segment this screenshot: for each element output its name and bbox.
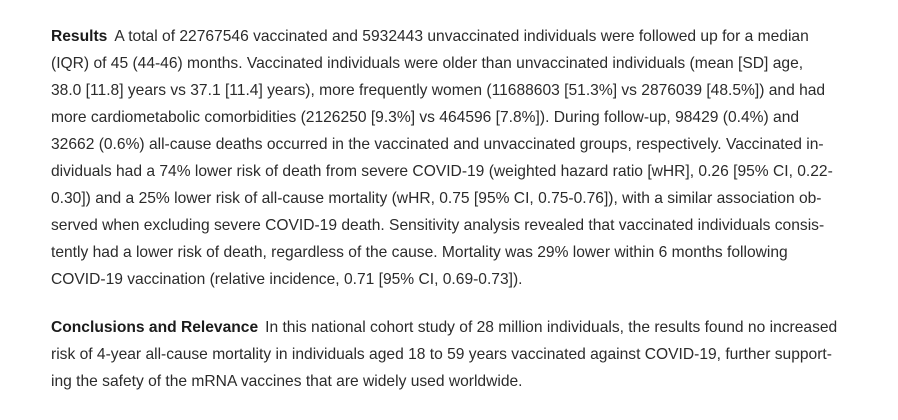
- results-line-9: tently had a lower risk of death, regard…: [51, 244, 788, 261]
- results-paragraph: Results A total of 22767546 vaccinated an…: [51, 23, 871, 293]
- results-line-3: 38.0 [11.8] years vs 37.1 [11.4] years),…: [51, 82, 826, 99]
- results-line-5: 32662 (0.6%) all-cause deaths occurred i…: [51, 136, 824, 153]
- conclusions-heading: Conclusions and Relevance: [51, 319, 259, 336]
- results-line-4: more cardiometabolic comorbidities (2126…: [51, 109, 800, 126]
- results-line-1: A total of 22767546 vaccinated and 59324…: [114, 28, 809, 45]
- results-heading: Results: [51, 28, 108, 45]
- results-line-8: served when excluding severe COVID-19 de…: [51, 217, 825, 234]
- conclusions-paragraph: Conclusions and Relevance In this nationa…: [51, 314, 871, 395]
- conclusions-line-2: risk of 4-year all-cause mortality in in…: [51, 346, 832, 363]
- results-line-6: dividuals had a 74% lower risk of death …: [51, 163, 833, 180]
- results-line-7: 0.30]) and a 25% lower risk of all-cause…: [51, 190, 822, 207]
- text-line: Conclusions and Relevance In this nationa…: [51, 314, 871, 341]
- conclusions-line-3: ing the safety of the mRNA vaccines that…: [51, 373, 523, 390]
- text-line: Results A total of 22767546 vaccinated an…: [51, 23, 871, 50]
- results-line-10: COVID-19 vaccination (relative incidence…: [51, 271, 523, 288]
- results-line-2: (IQR) of 45 (44-46) months. Vaccinated i…: [51, 55, 804, 72]
- conclusions-line-1: In this national cohort study of 28 mill…: [265, 319, 838, 336]
